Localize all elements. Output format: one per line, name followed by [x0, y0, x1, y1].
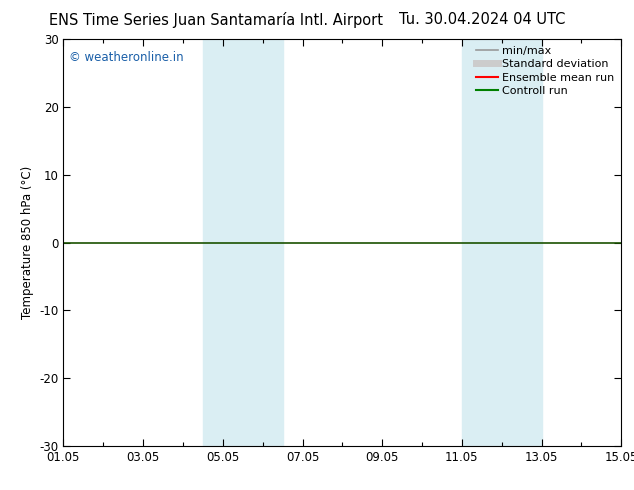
Bar [203, 39, 283, 446]
Text: © weatheronline.in: © weatheronline.in [69, 51, 184, 64]
Text: ENS Time Series Juan Santamaría Intl. Airport: ENS Time Series Juan Santamaría Intl. Ai… [49, 12, 382, 28]
Text: Tu. 30.04.2024 04 UTC: Tu. 30.04.2024 04 UTC [399, 12, 565, 27]
Y-axis label: Temperature 850 hPa (°C): Temperature 850 hPa (°C) [21, 166, 34, 319]
Bar [462, 39, 541, 446]
Legend: min/max, Standard deviation, Ensemble mean run, Controll run: min/max, Standard deviation, Ensemble me… [471, 42, 619, 100]
